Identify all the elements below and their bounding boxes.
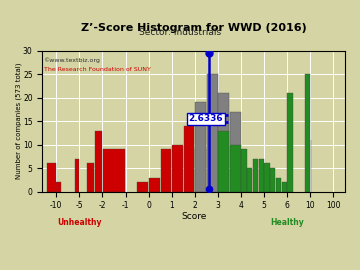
Bar — [230, 112, 240, 192]
Title: Z’-Score Histogram for WWD (2016): Z’-Score Histogram for WWD (2016) — [81, 23, 307, 33]
Text: Unhealthy: Unhealthy — [57, 218, 102, 227]
Bar — [149, 178, 160, 192]
Bar — [103, 149, 125, 192]
Bar — [172, 145, 183, 192]
Bar — [95, 130, 102, 192]
Text: 2.6336: 2.6336 — [189, 114, 223, 123]
Bar — [241, 149, 247, 192]
Text: Healthy: Healthy — [270, 218, 304, 227]
Bar — [195, 102, 206, 192]
Bar — [282, 182, 287, 192]
Bar — [138, 182, 148, 192]
Bar — [184, 126, 194, 192]
Bar — [305, 74, 310, 192]
Bar — [75, 159, 79, 192]
Text: Sector: Industrials: Sector: Industrials — [139, 28, 221, 37]
Y-axis label: Number of companies (573 total): Number of companies (573 total) — [15, 63, 22, 179]
Bar — [47, 163, 56, 192]
Bar — [161, 149, 171, 192]
Bar — [247, 168, 252, 192]
Text: ©www.textbiz.org: ©www.textbiz.org — [44, 58, 100, 63]
Text: The Research Foundation of SUNY: The Research Foundation of SUNY — [44, 67, 150, 72]
Bar — [207, 74, 217, 192]
Bar — [264, 163, 270, 192]
Bar — [258, 159, 264, 192]
Bar — [195, 149, 206, 192]
Bar — [87, 163, 94, 192]
Bar — [287, 93, 293, 192]
Bar — [219, 130, 229, 192]
Bar — [276, 178, 281, 192]
X-axis label: Score: Score — [181, 212, 206, 221]
Bar — [219, 93, 229, 192]
Bar — [253, 159, 258, 192]
Bar — [270, 168, 275, 192]
Bar — [230, 145, 240, 192]
Bar — [57, 182, 61, 192]
